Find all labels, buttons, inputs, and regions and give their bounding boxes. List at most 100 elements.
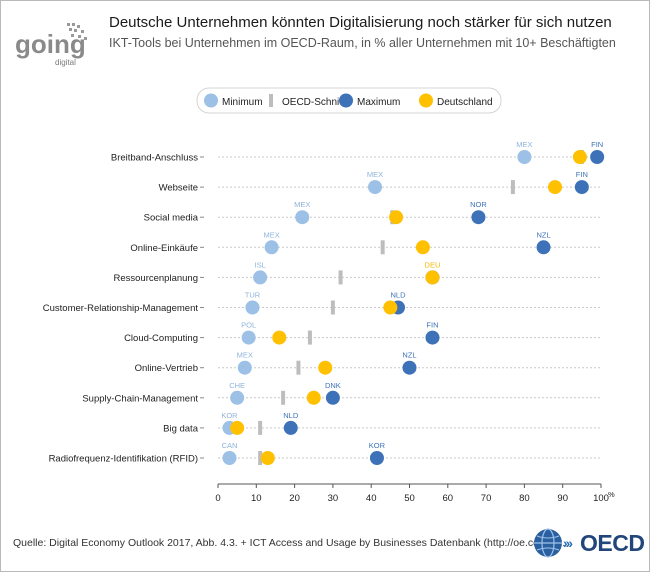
- oecd-globe-icon: [534, 528, 562, 558]
- avg-marker: [258, 451, 263, 465]
- category-label: Big data: [163, 423, 199, 434]
- germany-dot: [415, 240, 430, 255]
- chart-rows: Breitband-Anschluss MEX FIN Webseite MEX FIN S…: [43, 140, 605, 465]
- x-tick-label: 40: [366, 493, 377, 504]
- row-5: Customer-Relationship-Management TUR NLD: [43, 291, 601, 315]
- max-dot: [402, 360, 417, 375]
- max-country-label: FIN: [591, 140, 603, 149]
- x-tick-label: 50: [404, 493, 415, 504]
- max-dot: [325, 390, 340, 405]
- category-label: Customer-Relationship-Management: [43, 303, 199, 314]
- x-tick-label: 100: [593, 493, 609, 504]
- legend-marker-average: [269, 94, 273, 107]
- min-dot: [230, 390, 245, 405]
- min-country-label: MEX: [237, 351, 253, 360]
- max-country-label: DEU: [425, 260, 441, 269]
- legend-label-germany: Deutschland: [437, 97, 493, 108]
- avg-marker: [307, 330, 312, 345]
- logo-pixel-dots: [67, 23, 87, 40]
- x-tick-label: 60: [443, 493, 454, 504]
- min-dot: [295, 210, 310, 225]
- min-dot: [264, 240, 279, 255]
- category-label: Social media: [144, 213, 199, 224]
- legend-label-minimum: Minimum: [222, 97, 263, 108]
- legend-label-average: OECD-Schnitt: [282, 97, 345, 108]
- category-label: Breitband-Anschluss: [111, 153, 198, 164]
- min-dot: [237, 360, 252, 375]
- row-9: Big data KOR NLD: [163, 411, 601, 435]
- max-country-label: FIN: [576, 170, 588, 179]
- germany-dot: [548, 180, 563, 195]
- x-tick-label: 0: [215, 493, 220, 504]
- oecd-arrows-icon: ›››: [563, 535, 573, 551]
- row-6: Cloud-Computing POL FIN: [124, 321, 601, 345]
- legend-marker-minimum: [204, 93, 218, 108]
- max-country-label: DNK: [325, 381, 341, 390]
- germany-dot: [260, 451, 275, 465]
- category-label: Radiofrequenz-Identifikation (RFID): [49, 454, 198, 465]
- row-10: Radiofrequenz-Identifikation (RFID) CAN KO…: [49, 441, 601, 465]
- max-dot: [369, 451, 384, 465]
- max-dot: [425, 330, 440, 345]
- avg-marker: [281, 390, 286, 405]
- chart-title: Deutsche Unternehmen könnten Digitalisie…: [109, 14, 612, 31]
- category-label: Online-Vertrieb: [135, 363, 198, 374]
- max-dot: [283, 420, 298, 435]
- min-country-label: MEX: [367, 170, 383, 179]
- legend-marker-germany: [419, 93, 433, 108]
- avg-marker: [330, 300, 335, 315]
- min-country-label: POL: [241, 321, 256, 330]
- min-country-label: MEX: [263, 230, 279, 239]
- x-tick-label: 20: [289, 493, 300, 504]
- max-country-label: NZL: [536, 230, 550, 239]
- min-country-label: MEX: [516, 140, 532, 149]
- germany-dot: [230, 420, 245, 435]
- max-country-label: NLD: [283, 411, 299, 420]
- category-label: Supply-Chain-Management: [82, 393, 198, 404]
- row-1: Webseite MEX FIN: [159, 170, 601, 195]
- row-0: Breitband-Anschluss MEX FIN: [111, 140, 605, 164]
- row-7: Online-Vertrieb MEX NZL: [135, 351, 601, 375]
- x-tick-label: 70: [481, 493, 492, 504]
- min-country-label: CAN: [222, 441, 238, 450]
- avg-marker: [510, 180, 515, 195]
- x-tick-label: 10: [251, 493, 262, 504]
- x-tick-label: 30: [328, 493, 339, 504]
- max-dot: [471, 210, 486, 225]
- min-country-label: MEX: [294, 200, 310, 209]
- min-country-label: KOR: [221, 411, 238, 420]
- x-unit-label: %: [608, 490, 615, 499]
- min-country-label: TUR: [245, 291, 261, 300]
- min-country-label: ISL: [254, 260, 265, 269]
- max-country-label: KOR: [369, 441, 386, 450]
- category-label: Webseite: [159, 183, 198, 194]
- avg-marker: [338, 270, 343, 285]
- row-3: Online-Einkäufe MEX NZL: [130, 230, 601, 255]
- min-country-label: CHE: [229, 381, 245, 390]
- max-country-label: NOR: [470, 200, 487, 209]
- min-dot: [517, 150, 532, 164]
- category-label: Online-Einkäufe: [130, 243, 198, 254]
- min-dot: [222, 451, 237, 465]
- category-label: Ressourcenplanung: [113, 273, 198, 284]
- chart-legend: Minimum OECD-Schnitt Maximum Deutschland: [196, 87, 502, 114]
- logo-sub: digital: [55, 58, 76, 67]
- min-dot: [245, 300, 260, 315]
- row-8: Supply-Chain-Management CHE DNK: [82, 381, 601, 405]
- max-country-label: FIN: [426, 321, 438, 330]
- germany-dot: [318, 360, 333, 375]
- avg-marker: [380, 240, 385, 255]
- oecd-wordmark: OECD: [580, 530, 645, 556]
- chart-subtitle: IKT-Tools bei Unternehmen im OECD-Raum, …: [109, 36, 616, 50]
- category-label: Cloud-Computing: [124, 333, 198, 344]
- germany-dot: [272, 330, 287, 345]
- germany-dot: [383, 300, 398, 315]
- row-2: Social media MEX NOR: [144, 200, 601, 225]
- x-tick-label: 90: [557, 493, 568, 504]
- min-dot: [241, 330, 256, 345]
- legend-label-maximum: Maximum: [357, 97, 400, 108]
- min-dot: [253, 270, 268, 285]
- max-country-label: NZL: [402, 351, 416, 360]
- max-dot: [574, 180, 589, 195]
